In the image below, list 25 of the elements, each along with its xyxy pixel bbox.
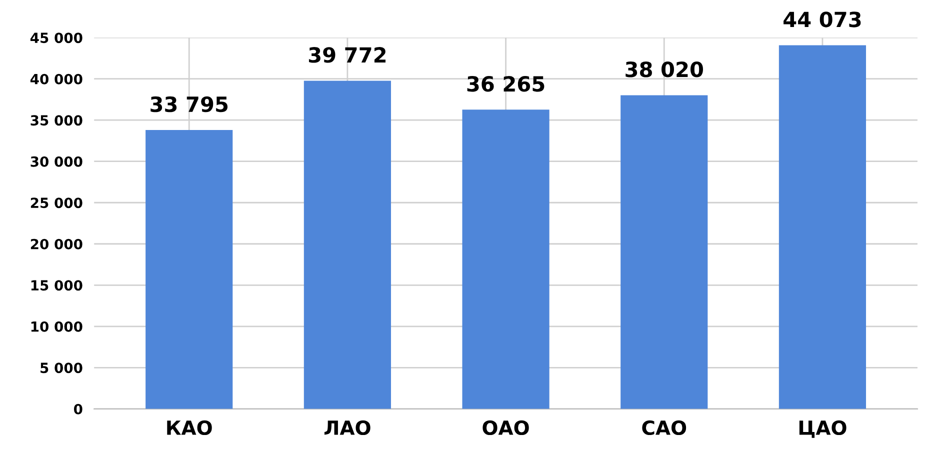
y-tick-label: 10 000 (31, 321, 82, 332)
data-label: 38 020 (626, 62, 703, 78)
x-tick-label: ОАО (482, 420, 529, 436)
y-tick-label: 45 000 (30, 32, 82, 44)
y-tick-label: 15 000 (31, 280, 82, 291)
data-label: 39 772 (308, 47, 386, 63)
y-tick-label: 40 000 (30, 74, 82, 84)
y-tick-label: 0 (74, 404, 82, 414)
y-tick-label: 5 000 (40, 362, 82, 374)
y-tick-label: 20 000 (30, 238, 82, 250)
x-tick-label: КАО (167, 420, 212, 436)
y-tick-label: 35 000 (30, 115, 82, 126)
y-tick-label: 30 000 (30, 156, 82, 167)
bar (778, 45, 866, 409)
x-tick-label: САО (642, 420, 686, 436)
bar (620, 95, 708, 409)
bar (304, 80, 391, 409)
y-tick-label: 25 000 (30, 198, 82, 208)
x-tick-label: ЦАО (799, 420, 846, 438)
bar (462, 110, 550, 409)
data-label: 36 265 (467, 76, 544, 92)
bar (146, 130, 233, 409)
data-label: 33 795 (150, 96, 228, 112)
data-label: 44 073 (784, 12, 861, 28)
x-tick-label: ЛАО (324, 420, 370, 436)
